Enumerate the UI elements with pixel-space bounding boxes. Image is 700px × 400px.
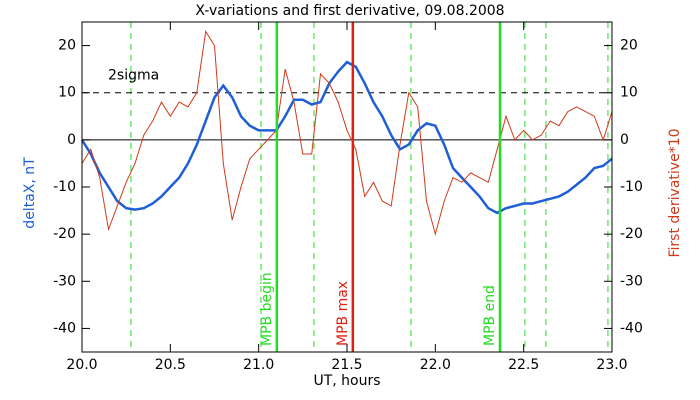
chart-title: X-variations and first derivative, 09.08…: [195, 3, 504, 19]
x-tick-label: 20.5: [155, 357, 186, 373]
y-tick-label: 10: [58, 85, 76, 101]
y2-tick-label: -10: [620, 179, 643, 195]
x-tick-label: 21.5: [331, 357, 362, 373]
series-line: [81, 29, 613, 237]
y2-tick-label: -30: [620, 273, 643, 289]
event-label: MPB end: [482, 285, 498, 346]
y-tick-label: -30: [53, 273, 76, 289]
y2-tick-label: -20: [620, 226, 643, 242]
x-tick-label: 21.0: [243, 357, 274, 373]
x-tick-label: 23.0: [596, 357, 627, 373]
y2-tick-label: 20: [620, 38, 638, 54]
y-tick-label: 0: [67, 132, 76, 148]
x-tick-label: 20.0: [66, 357, 97, 373]
y2-tick-label: 10: [620, 85, 638, 101]
y-tick-label: -20: [53, 226, 76, 242]
y2-tick-label: -40: [620, 320, 643, 336]
reference-label: 2sigma: [108, 68, 159, 84]
y-tick-label: -40: [53, 320, 76, 336]
event-label: MPB begin: [259, 272, 275, 346]
x-axis-label: UT, hours: [313, 373, 380, 389]
y-axis-label: deltaX, nT: [22, 157, 38, 229]
series-line: [80, 60, 613, 215]
x-tick-label: 22.0: [420, 357, 451, 373]
y2-axis-label: First derivative*10: [667, 128, 683, 257]
y-tick-label: 20: [58, 38, 76, 54]
event-label: MPB max: [335, 281, 351, 346]
x-tick-label: 22.5: [508, 357, 539, 373]
y2-tick-label: 0: [620, 132, 629, 148]
y-tick-label: -10: [53, 179, 76, 195]
